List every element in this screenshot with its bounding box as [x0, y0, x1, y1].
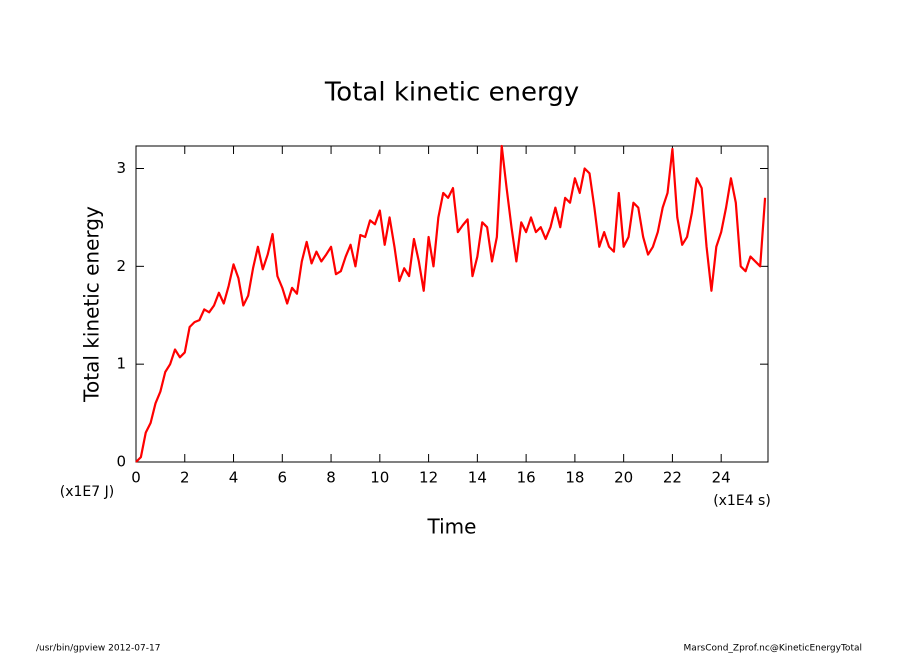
- footer-left: /usr/bin/gpview 2012-07-17: [36, 644, 160, 654]
- chart-title: Total kinetic energy: [324, 78, 579, 108]
- x-tick-label: 18: [565, 469, 584, 487]
- x-tick-label: 8: [326, 469, 336, 487]
- x-tick-label: 14: [468, 469, 487, 487]
- x-unit: (x1E4 s): [713, 493, 771, 509]
- x-axis-label: Time: [427, 515, 477, 539]
- y-unit: (x1E7 J): [60, 484, 114, 500]
- x-tick-label: 10: [370, 469, 389, 487]
- y-axis-label: Total kinetic energy: [80, 206, 104, 403]
- footer-right: MarsCond_Zprof.nc@KineticEnergyTotal: [684, 644, 862, 654]
- x-tick-label: 24: [712, 469, 731, 487]
- x-tick-label: 0: [131, 469, 141, 487]
- x-tick-label: 12: [419, 469, 438, 487]
- data-line: [135, 144, 767, 463]
- plot-frame: [135, 145, 769, 463]
- x-tick-label: 20: [614, 469, 633, 487]
- y-tick-label: 1: [116, 355, 126, 373]
- x-tick-label: 22: [663, 469, 682, 487]
- y-tick-label: 2: [116, 257, 126, 275]
- x-tick-label: 16: [517, 469, 536, 487]
- x-tick-label: 2: [180, 469, 190, 487]
- x-tick-label: 6: [278, 469, 288, 487]
- y-tick-label: 3: [116, 159, 126, 177]
- y-tick-label: 0: [116, 453, 126, 471]
- x-tick-label: 4: [229, 469, 239, 487]
